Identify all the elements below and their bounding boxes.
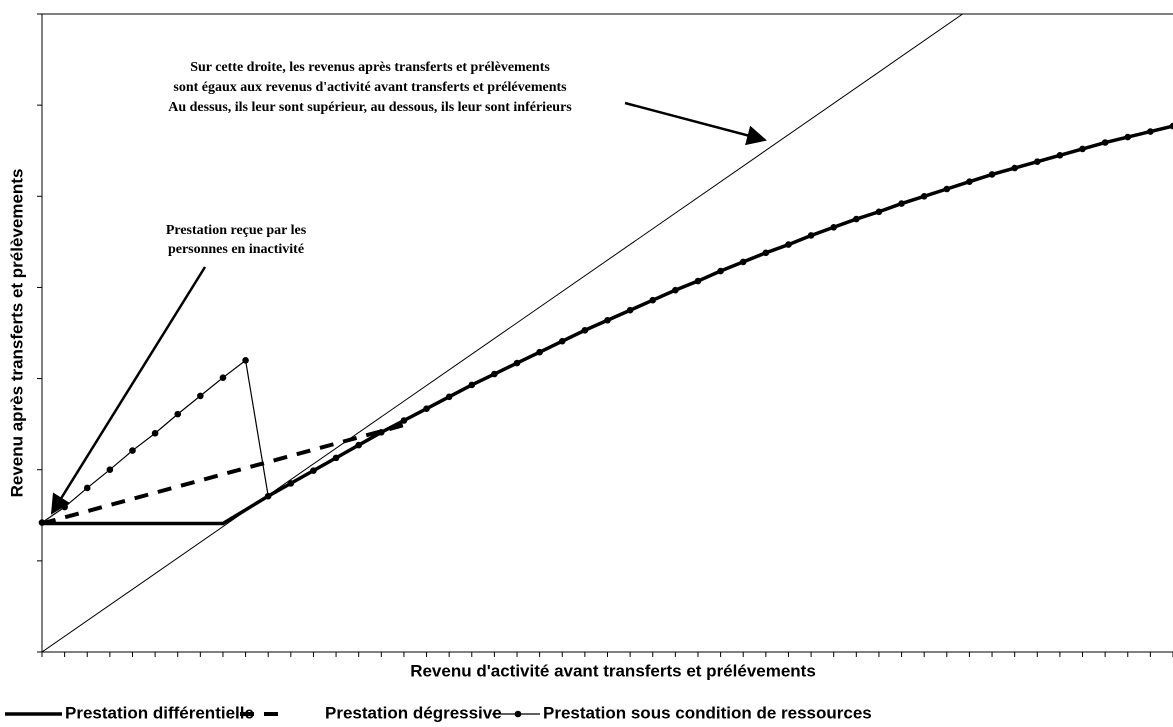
legend-text: Prestation différentielle xyxy=(65,703,254,722)
series-point xyxy=(943,185,951,193)
series-point xyxy=(423,405,430,412)
series-point xyxy=(355,441,362,449)
series-point xyxy=(536,348,543,356)
series-point xyxy=(197,392,204,400)
series-point xyxy=(400,417,408,424)
series-point xyxy=(807,232,815,239)
series-point xyxy=(1124,133,1132,141)
series-point xyxy=(468,381,476,389)
series-point xyxy=(129,447,136,454)
series-point xyxy=(491,370,498,378)
series-point xyxy=(649,296,657,304)
series-point xyxy=(332,454,340,462)
series-point xyxy=(920,192,928,200)
series-point xyxy=(106,466,114,474)
legend-text: Prestation dégressive xyxy=(325,703,502,722)
series-point xyxy=(694,277,702,285)
series-point xyxy=(1079,145,1086,153)
series-point xyxy=(83,484,91,492)
series-point xyxy=(378,429,385,436)
series-point xyxy=(219,374,227,381)
annotation-arrow xyxy=(624,101,767,146)
series-line xyxy=(42,125,1173,524)
y-axis-label: Revenu après transferts et prélèvements xyxy=(7,169,26,498)
series-point xyxy=(762,249,770,257)
series-point xyxy=(672,286,679,294)
series-point xyxy=(1147,128,1154,135)
legend-marker xyxy=(514,710,522,718)
series-point xyxy=(558,337,566,345)
annotation-text: sont égaux aux revenus d'activité avant … xyxy=(173,80,567,95)
series-point xyxy=(445,393,453,401)
series-line xyxy=(42,421,412,526)
series-point xyxy=(604,316,611,324)
series-point xyxy=(898,200,905,207)
series-point xyxy=(626,306,634,314)
annotation-arrow xyxy=(50,266,207,515)
series-point xyxy=(38,519,46,526)
series-point xyxy=(513,359,521,367)
series-point xyxy=(966,178,973,186)
series-point xyxy=(717,267,724,275)
annotation-text: Prestation reçue par les xyxy=(166,223,307,238)
series-point xyxy=(174,410,182,418)
series-point xyxy=(581,326,589,334)
series-point xyxy=(151,429,159,437)
series-point xyxy=(264,492,272,500)
series-point xyxy=(1033,158,1041,165)
series-line xyxy=(42,14,963,652)
series-point xyxy=(785,241,792,248)
series-point xyxy=(830,223,837,231)
series-point xyxy=(875,208,883,216)
annotation-text: personnes en inactivité xyxy=(168,242,304,257)
series-point xyxy=(61,503,68,511)
series-point xyxy=(1169,122,1173,130)
series-point xyxy=(310,467,317,474)
annotation-text: Au dessus, ils leur sont supérieur, au d… xyxy=(168,100,572,115)
series-point xyxy=(1056,151,1064,159)
series-point xyxy=(1101,139,1109,146)
annotation-text: Sur cette droite, les revenus après tran… xyxy=(190,60,550,75)
series-line xyxy=(42,124,1173,526)
series-point xyxy=(988,171,996,178)
legend-text: Prestation sous condition de ressources xyxy=(543,703,872,722)
series-point xyxy=(739,258,747,266)
series-point xyxy=(853,215,860,223)
x-axis-label: Revenu d'activité avant transferts et pr… xyxy=(410,661,816,680)
series-point xyxy=(1011,164,1018,172)
series-point xyxy=(242,357,249,364)
series-point xyxy=(287,480,295,487)
